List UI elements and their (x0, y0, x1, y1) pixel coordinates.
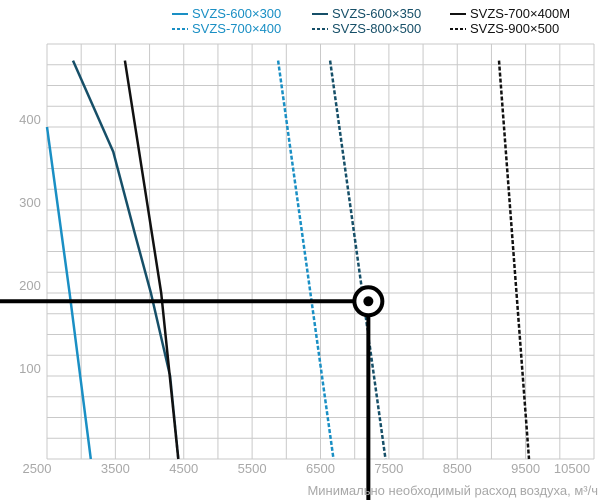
series-lines (45, 60, 531, 460)
legend-label: SVZS-700×400 (192, 21, 281, 36)
x-tick-label: 4500 (169, 461, 198, 476)
series-line-5 (328, 60, 387, 460)
legend: SVZS-600×300 SVZS-600×350 SVZS-700×400MSVZ… (172, 6, 570, 36)
x-axis-title: Минимально необходимый расход воздуха, м… (307, 483, 598, 498)
y-tick-label: 100 (19, 361, 41, 376)
x-tick-label: 5500 (238, 461, 267, 476)
x-tick-label: 10500 (554, 461, 590, 476)
legend-label: SVZS-600×350 (332, 6, 421, 21)
x-tick-label: 9500 (511, 461, 540, 476)
series-line-6 (497, 60, 531, 460)
legend-label: SVZS-700×400M (470, 6, 570, 21)
legend-label: SVZS-800×500 (332, 21, 421, 36)
x-tick-label: 2500 (23, 461, 52, 476)
grid (46, 43, 595, 460)
series-line-1 (45, 126, 93, 460)
marker-dot (363, 296, 374, 307)
x-tick-label: 3500 (101, 461, 130, 476)
legend-label: SVZS-600×300 (192, 6, 281, 21)
series-line-4 (276, 60, 335, 460)
y-tick-label: 200 (19, 278, 41, 293)
y-tick-label: 400 (19, 112, 41, 127)
x-tick-label: 7500 (374, 461, 403, 476)
series-line-2 (71, 60, 180, 460)
x-tick-label: 8500 (443, 461, 472, 476)
tick-labels: 2500 3500 4500 5500 6500 7500 8500 9500 10500 100… (19, 112, 590, 476)
operating-point (0, 285, 385, 500)
legend-label: SVZS-900×500 (470, 21, 559, 36)
series-line-3 (123, 60, 180, 460)
y-tick-label: 300 (19, 195, 41, 210)
x-tick-label: 6500 (306, 461, 335, 476)
